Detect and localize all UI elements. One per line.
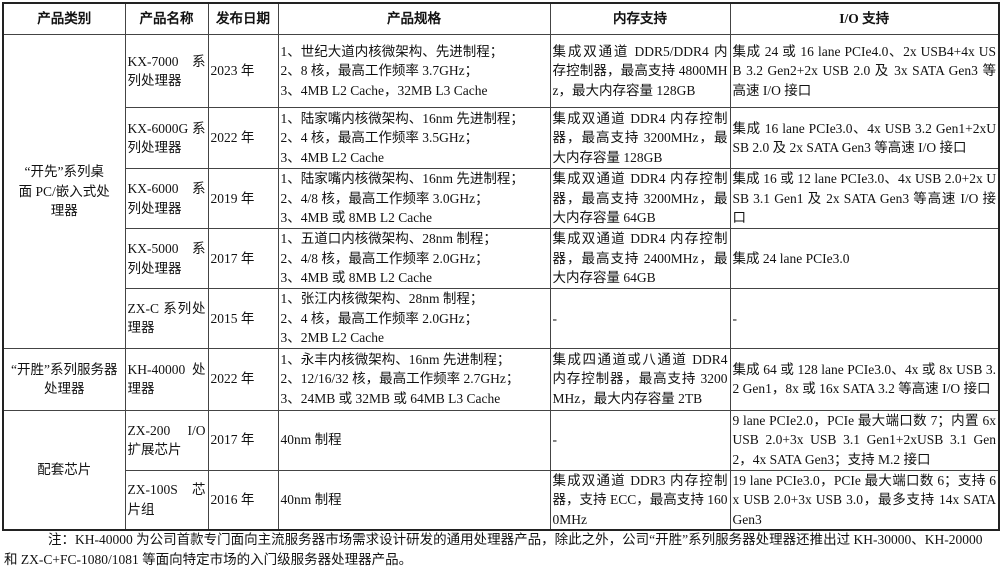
io-cell: - (729, 288, 1000, 349)
spec-line: 2、4 核，最高工作频率 2.0GHz； (280, 310, 479, 326)
table-row: “开胜”系列服务器处理器 KH-40000 处理器 2022 年 1、永丰内核微架构、… (2, 347, 1000, 411)
spec-line: 1、陆家嘴内核微架构、16nm 先进制程； (280, 110, 524, 126)
spec-line: 3、4MB 或 8MB L2 Cache (280, 210, 433, 226)
memory-cell: 集成双通道 DDR4 内存控制器，最高支持 3200MHz，最大内存容量 64G… (549, 168, 731, 229)
spec-line: 1、永丰内核微架构、16nm 先进制程； (280, 351, 511, 367)
spec-line: 2、8 核，最高工作频率 3.7GHz； (280, 63, 479, 79)
product-table: 产品类别 产品名称 发布日期 产品规格 内存支持 I/O 支持 “开先”系列桌面… (2, 2, 1000, 531)
spec-cell: 1、张江内核微架构、28nm 制程； 2、4 核，最高工作频率 2.0GHz； 3、… (277, 288, 551, 349)
spec-line: 1、五道口内核微架构、28nm 制程； (280, 231, 497, 247)
io-cell: 集成 24 lane PCIe3.0 (729, 228, 1000, 289)
spec-line: 3、4MB L2 Cache，32MB L3 Cache (280, 82, 488, 98)
table-row: KX-5000 系列处理器 2017 年 1、五道口内核微架构、28nm 制程； 2、… (3, 228, 1000, 289)
memory-cell: 集成双通道 DDR5/DDR4 内存控制器，最高支持 4800MHz，最大内存容… (549, 34, 731, 108)
spec-line: 1、张江内核微架构、28nm 制程； (280, 291, 484, 306)
io-cell: 集成 16 lane PCIe3.0、4x USB 3.2 Gen1+2xUSB… (729, 107, 1000, 169)
spec-cell: 1、世纪大道内核微架构、先进制程； 2、8 核，最高工作频率 3.7GHz； 3、4… (277, 34, 551, 108)
table-row: KX-6000G 系列处理器 2022 年 1、陆家嘴内核微架构、16nm 先进制程… (3, 107, 1000, 169)
spec-cell: 1、陆家嘴内核微架构、16nm 先进制程； 2、4/8 核，最高工作频率 3.0G… (277, 168, 551, 229)
io-cell: 集成 24 或 16 lane PCIe4.0、2x USB4+4x USB 3… (729, 34, 1000, 108)
memory-cell: - (549, 409, 731, 471)
spec-cell: 1、陆家嘴内核微架构、16nm 先进制程； 2、4 核，最高工作频率 3.5GHz… (277, 107, 551, 169)
spec-line: 2、4 核，最高工作频率 3.5GHz； (280, 130, 479, 146)
release-date-cell: 2022 年 (207, 107, 279, 169)
spec-line: 1、世纪大道内核微架构、先进制程； (280, 43, 504, 59)
spec-line: 1、陆家嘴内核微架构、16nm 先进制程； (280, 171, 524, 187)
spec-line: 3、4MB 或 8MB L2 Cache (280, 270, 433, 286)
spec-line: 3、24MB 或 32MB 或 64MB L3 Cache (280, 390, 501, 406)
memory-cell: 集成双通道 DDR4 内存控制器，最高支持 2400MHz，最大内存容量 64G… (549, 228, 731, 289)
io-cell: 19 lane PCIe3.0，PCIe 最大端口数 6；支持 6x USB 2… (729, 469, 1000, 531)
footnote: 注：KH-40000 为公司首款专门面向主流服务器市场需求设计研发的通用处理器产… (4, 532, 983, 567)
spec-cell: 40nm 制程 (277, 409, 551, 471)
spec-line: 3、2MB L2 Cache (280, 330, 385, 345)
spec-line: 2、4/8 核，最高工作频率 3.0GHz； (280, 190, 489, 206)
release-date-cell: 2017 年 (207, 228, 279, 289)
header-row: 产品类别 产品名称 发布日期 产品规格 内存支持 I/O 支持 (2, 2, 1000, 35)
spec-line: 40nm 制程 (280, 432, 342, 448)
release-date-cell: 2016 年 (207, 469, 279, 531)
product-name-cell: ZX-200 I/O 扩展芯片 (124, 409, 209, 471)
memory-cell: - (549, 288, 731, 349)
release-date-cell: 2017 年 (207, 409, 279, 471)
header-memory: 内存支持 (549, 2, 731, 35)
product-name-cell: KX-7000 系列处理器 (124, 34, 209, 108)
table-row: ZX-100S 芯片组 2016 年 40nm 制程 集成双通道 DDR3 内存控制器… (3, 469, 1000, 531)
spec-line: 3、4MB L2 Cache (280, 149, 385, 165)
table-row: “开先”系列桌面 PC/嵌入式处理器 KX-7000 系列处理器 2023 年 1、世… (2, 34, 1000, 349)
release-date-cell: 2019 年 (207, 168, 279, 229)
product-name-cell: KX-5000 系列处理器 (124, 228, 209, 289)
category-cell: “开先”系列桌面 PC/嵌入式处理器 (2, 34, 126, 349)
release-date-cell: 2015 年 (207, 288, 279, 349)
table-row: ZX-C 系列处理器 2015 年 1、张江内核微架构、28nm 制程； 2、4 核，… (3, 288, 1000, 349)
io-cell: 9 lane PCIe2.0，PCIe 最大端口数 7；内置 6x USB 2.… (729, 409, 1000, 471)
spec-line: 2、4/8 核，最高工作频率 2.0GHz； (280, 250, 489, 266)
product-name-cell: ZX-C 系列处理器 (124, 288, 209, 349)
io-cell: 集成 64 或 128 lane PCIe3.0、4x 或 8x USB 3.2… (729, 347, 1000, 411)
release-date-cell: 2023 年 (207, 34, 279, 108)
product-name-cell: KH-40000 处理器 (124, 347, 209, 411)
spec-cell: 1、五道口内核微架构、28nm 制程； 2、4/8 核，最高工作频率 2.0GHz… (277, 228, 551, 289)
io-cell: 集成 16 或 12 lane PCIe3.0、4x USB 2.0+2x US… (729, 168, 1000, 229)
header-name: 产品名称 (124, 2, 209, 35)
header-spec: 产品规格 (277, 2, 551, 35)
memory-cell: 集成四通道或八通道 DDR4 内存控制器，最高支持 3200MHz，最大内存容量… (549, 347, 731, 411)
table-row: 配套芯片 ZX-200 I/O 扩展芯片 2017 年 40nm 制程 -9 lane … (2, 409, 1000, 531)
category-cell: 配套芯片 (2, 409, 126, 531)
header-category: 产品类别 (2, 2, 126, 35)
product-name-cell: KX-6000 系列处理器 (124, 168, 209, 229)
product-name-cell: KX-6000G 系列处理器 (124, 107, 209, 169)
header-io: I/O 支持 (729, 2, 1000, 35)
header-date: 发布日期 (207, 2, 279, 35)
category-cell: “开胜”系列服务器处理器 (2, 347, 126, 411)
spec-cell: 1、永丰内核微架构、16nm 先进制程； 2、12/16/32 核，最高工作频率 … (277, 347, 551, 411)
spec-line: 2、12/16/32 核，最高工作频率 2.7GHz； (280, 371, 520, 387)
product-name-cell: ZX-100S 芯片组 (124, 469, 209, 531)
release-date-cell: 2022 年 (207, 347, 279, 411)
memory-cell: 集成双通道 DDR3 内存控制器，支持 ECC，最高支持 1600MHz (549, 469, 731, 531)
table-row: KX-6000 系列处理器 2019 年 1、陆家嘴内核微架构、16nm 先进制程；… (3, 168, 1000, 229)
memory-cell: 集成双通道 DDR4 内存控制器，最高支持 3200MHz，最大内存容量 128… (549, 107, 731, 169)
spec-cell: 40nm 制程 (277, 469, 551, 531)
spec-line: 40nm 制程 (280, 492, 342, 507)
